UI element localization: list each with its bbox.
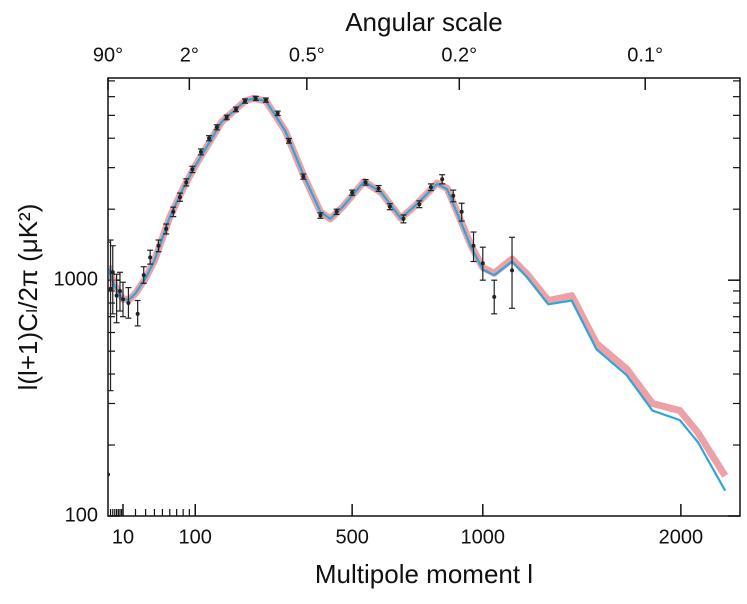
data-point xyxy=(350,190,355,195)
x-tick-label: 10 xyxy=(112,526,134,548)
top-axis-title: Angular scale xyxy=(345,7,503,37)
data-point xyxy=(263,98,268,103)
data-point xyxy=(177,195,182,200)
x2-tick-label: 0.5° xyxy=(289,44,325,66)
data-point xyxy=(401,216,406,221)
data-point xyxy=(108,286,113,291)
data-point xyxy=(363,180,368,185)
data-point xyxy=(387,204,392,209)
data-point xyxy=(117,288,122,293)
x2-tick-label: 90° xyxy=(93,44,123,66)
y-axis-title: l(l+1)Cₗ/2π (μK²) xyxy=(13,204,43,391)
x2-tick-label: 0.2° xyxy=(441,44,477,66)
y-tick-label: 1000 xyxy=(54,268,99,290)
data-point xyxy=(286,138,291,143)
data-point xyxy=(114,293,119,298)
data-point xyxy=(214,125,219,130)
data-point xyxy=(334,209,339,214)
data-point xyxy=(253,96,258,101)
data-point xyxy=(108,472,110,477)
data-point xyxy=(198,149,203,154)
plot-area xyxy=(108,94,729,516)
data-point xyxy=(207,136,212,141)
x-tick-label: 1000 xyxy=(461,526,506,548)
data-point xyxy=(242,99,247,104)
data-point xyxy=(135,311,140,316)
data-point xyxy=(459,209,464,214)
data-point xyxy=(318,213,323,218)
data-point xyxy=(440,177,445,182)
data-point xyxy=(480,261,485,266)
data-point xyxy=(492,294,497,299)
x-axis-title: Multipole moment l xyxy=(315,559,533,589)
x-tick-label: 2000 xyxy=(659,526,704,548)
data-point xyxy=(275,111,280,116)
data-point xyxy=(510,268,515,273)
data-point xyxy=(471,243,476,248)
data-point xyxy=(224,115,229,120)
data-point xyxy=(110,270,115,275)
data-point xyxy=(301,174,306,179)
data-point xyxy=(376,186,381,191)
data-point xyxy=(428,185,433,190)
data-point xyxy=(234,107,239,112)
data-point xyxy=(417,202,422,207)
x-tick-label: 100 xyxy=(179,526,212,548)
data-point xyxy=(126,301,131,306)
data-point xyxy=(141,273,146,278)
data-point xyxy=(190,167,195,172)
x2-tick-label: 2° xyxy=(180,44,199,66)
y-tick-label: 100 xyxy=(65,504,98,526)
model-curve xyxy=(108,97,727,492)
data-point xyxy=(171,209,176,214)
data-point xyxy=(156,243,161,248)
plot-frame xyxy=(107,77,741,517)
data-point xyxy=(451,193,456,198)
data-point xyxy=(184,180,189,185)
x-tick-label: 500 xyxy=(335,526,368,548)
data-point xyxy=(121,297,126,302)
data-point xyxy=(164,226,169,231)
data-point xyxy=(148,255,153,260)
x2-tick-label: 0.1° xyxy=(627,44,663,66)
